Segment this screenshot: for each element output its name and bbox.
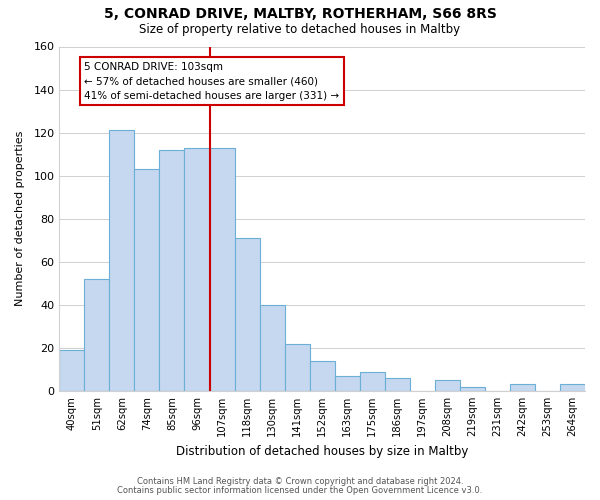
Bar	[435, 380, 460, 391]
Bar	[59, 350, 85, 391]
Bar	[510, 384, 535, 391]
Y-axis label: Number of detached properties: Number of detached properties	[15, 131, 25, 306]
Bar	[209, 148, 235, 391]
Bar	[134, 169, 160, 391]
Bar	[310, 361, 335, 391]
Bar	[85, 279, 109, 391]
Bar	[160, 150, 184, 391]
Text: 5, CONRAD DRIVE, MALTBY, ROTHERHAM, S66 8RS: 5, CONRAD DRIVE, MALTBY, ROTHERHAM, S66 …	[104, 8, 496, 22]
Bar	[260, 305, 284, 391]
Bar	[184, 148, 209, 391]
Text: Contains HM Land Registry data © Crown copyright and database right 2024.: Contains HM Land Registry data © Crown c…	[137, 477, 463, 486]
Text: 5 CONRAD DRIVE: 103sqm
← 57% of detached houses are smaller (460)
41% of semi-de: 5 CONRAD DRIVE: 103sqm ← 57% of detached…	[85, 62, 340, 101]
Bar	[560, 384, 585, 391]
Text: Contains public sector information licensed under the Open Government Licence v3: Contains public sector information licen…	[118, 486, 482, 495]
Bar	[235, 238, 260, 391]
Text: Size of property relative to detached houses in Maltby: Size of property relative to detached ho…	[139, 22, 461, 36]
X-axis label: Distribution of detached houses by size in Maltby: Distribution of detached houses by size …	[176, 444, 469, 458]
Bar	[109, 130, 134, 391]
Bar	[385, 378, 410, 391]
Bar	[460, 386, 485, 391]
Bar	[360, 372, 385, 391]
Bar	[284, 344, 310, 391]
Bar	[335, 376, 360, 391]
